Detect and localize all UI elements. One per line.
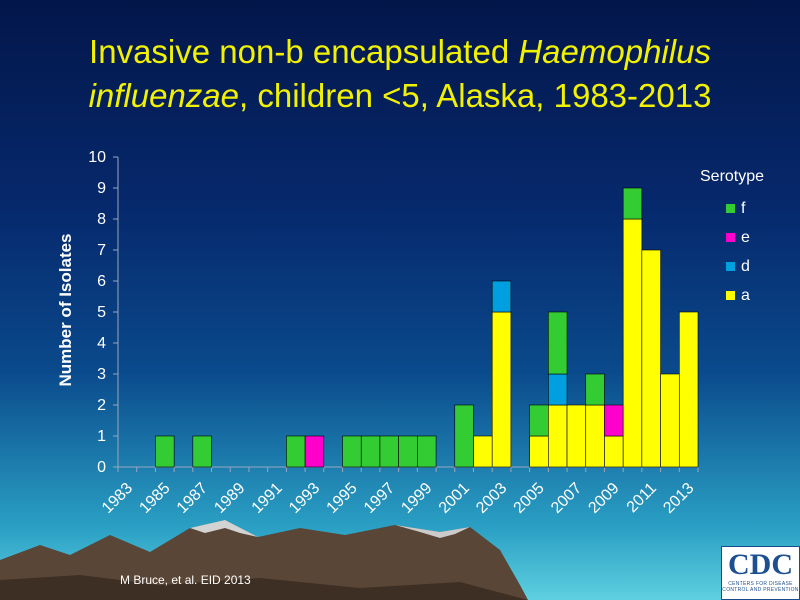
bar-d-2006 xyxy=(548,373,568,406)
chart-title: Invasive non-b encapsulated Haemophilus … xyxy=(40,30,760,118)
bar-f-2010 xyxy=(622,187,643,220)
x-tick-label: 2007 xyxy=(548,480,585,517)
cdc-logo-subtext: CENTERS FOR DISEASE CONTROL AND PREVENTI… xyxy=(722,581,799,593)
cdc-logo-text: CDC xyxy=(728,548,793,581)
x-tick-label: 2013 xyxy=(660,480,697,517)
mountain-foothills xyxy=(0,575,528,600)
x-tick-label: 2003 xyxy=(473,480,510,517)
legend-item-f: f xyxy=(700,194,764,223)
title-italic-species: influenzae xyxy=(88,77,240,114)
y-tick-label: 4 xyxy=(97,335,106,352)
title-part1: Invasive non-b encapsulated xyxy=(89,33,519,70)
bar-a-2005 xyxy=(529,435,549,468)
bar-a-2013 xyxy=(678,311,699,468)
x-tick-label: 2011 xyxy=(624,480,660,516)
legend-label-f: f xyxy=(741,199,746,217)
y-tick-label: 5 xyxy=(97,304,106,321)
x-tick-label: 1989 xyxy=(211,480,248,517)
legend-label-a: a xyxy=(741,286,750,304)
bar-f-1997 xyxy=(379,435,399,468)
title-part2: , children <5, Alaska, 1983-2013 xyxy=(239,77,712,114)
legend-item-a: a xyxy=(700,281,764,310)
bar-f-1998 xyxy=(398,435,418,468)
bar-a-2009 xyxy=(604,435,624,468)
y-tick-label: 10 xyxy=(88,149,106,166)
mountain-snow xyxy=(190,520,258,537)
x-tick-label: 1997 xyxy=(361,480,398,517)
bar-e-1993 xyxy=(304,435,325,468)
bar-f-2001 xyxy=(454,404,474,468)
bar-a-2007 xyxy=(566,404,587,468)
bar-a-2002 xyxy=(473,435,493,468)
bar-d-2003 xyxy=(491,280,512,313)
legend-swatch-d xyxy=(726,262,735,271)
cdc-logo: CDC CENTERS FOR DISEASE CONTROL AND PREV… xyxy=(721,546,800,600)
bar-f-1985 xyxy=(155,435,175,468)
legend-item-d: d xyxy=(700,252,764,281)
legend-label-e: e xyxy=(741,228,750,246)
bar-a-2010 xyxy=(622,218,643,468)
x-tick-label: 1991 xyxy=(249,480,286,517)
legend-title: Serotype xyxy=(700,168,765,185)
x-tick-label: 1995 xyxy=(324,480,361,517)
y-tick-label: 1 xyxy=(97,428,106,445)
bar-f-1987 xyxy=(192,435,212,468)
y-tick-label: 0 xyxy=(97,459,106,476)
x-tick-label: 2009 xyxy=(585,480,622,517)
y-tick-label: 9 xyxy=(97,180,106,197)
x-tick-label: 1987 xyxy=(174,480,211,517)
x-tick-label: 1999 xyxy=(398,480,435,517)
legend-label-d: d xyxy=(741,257,750,275)
y-axis-label: Number of Isolates xyxy=(56,233,75,387)
x-tick-label: 2001 xyxy=(436,480,473,517)
title-italic-genus: Haemophilus xyxy=(518,33,711,70)
x-tick-label: 1985 xyxy=(136,480,173,517)
x-tick-label: 1993 xyxy=(286,480,323,517)
bar-a-2003 xyxy=(491,311,512,468)
legend-swatch-e xyxy=(726,233,735,242)
x-tick-label: 1983 xyxy=(99,480,136,517)
y-tick-label: 8 xyxy=(97,211,106,228)
bar-f-2005 xyxy=(529,404,549,437)
bar-f-1999 xyxy=(417,435,437,468)
bar-a-2012 xyxy=(660,373,680,468)
y-tick-label: 6 xyxy=(97,273,106,290)
bar-f-2006 xyxy=(548,311,568,375)
legend-swatch-a xyxy=(726,291,735,300)
y-tick-label: 7 xyxy=(97,242,106,259)
x-tick-label: 2005 xyxy=(511,480,548,517)
y-tick-label: 3 xyxy=(97,366,106,383)
bar-f-2008 xyxy=(585,373,605,406)
bar-a-2011 xyxy=(641,249,661,468)
y-tick-label: 2 xyxy=(97,397,106,414)
bar-f-1992 xyxy=(286,435,306,468)
bar-e-2009 xyxy=(604,404,624,437)
bar-f-1996 xyxy=(360,435,381,468)
bar-f-1995 xyxy=(342,435,362,468)
mountain-range xyxy=(0,520,528,600)
mountain-snow xyxy=(395,525,470,538)
legend-item-e: e xyxy=(700,223,764,252)
bar-a-2008 xyxy=(585,404,605,468)
legend-swatch-f xyxy=(726,204,735,213)
bar-a-2006 xyxy=(548,404,568,468)
source-citation: M Bruce, et al. EID 2013 xyxy=(120,573,251,587)
